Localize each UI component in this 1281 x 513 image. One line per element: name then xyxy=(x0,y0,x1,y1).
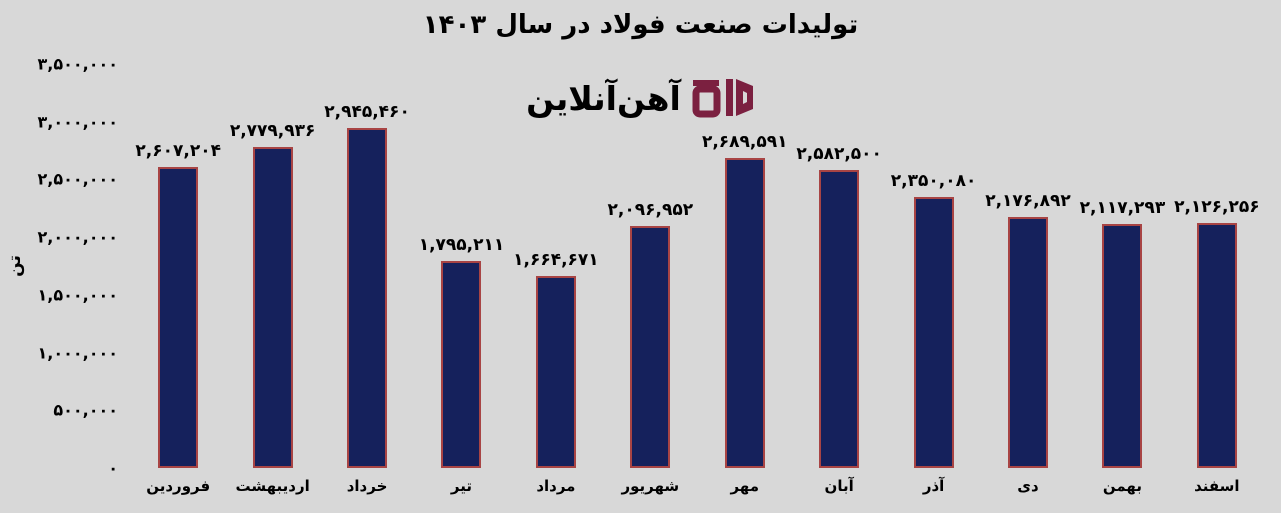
bar-value-label: ۲,۹۴۵,۴۶۰ xyxy=(324,102,410,122)
bar xyxy=(1196,223,1237,468)
bar xyxy=(1102,224,1143,468)
bar-value-label: ۲,۱۱۷,۲۹۳ xyxy=(1079,198,1166,218)
bar xyxy=(158,167,199,468)
y-axis-tick-label: ۳,۵۰۰,۰۰۰ xyxy=(37,54,118,74)
plot-area: ۲,۶۰۷,۲۰۴ فروردین ۲,۷۷۹,۹۳۶ اردیبهشت ۲,۹۴۵,۴… xyxy=(131,64,1264,496)
bar-value-label: ۲,۶۸۹,۵۹۱ xyxy=(701,132,788,152)
y-axis-tick-label: ۲,۵۰۰,۰۰۰ xyxy=(37,169,118,189)
x-axis-label: آبان xyxy=(824,477,854,495)
bar-value-label: ۱,۶۶۴,۶۷۱ xyxy=(513,250,599,270)
bar-group: ۲,۵۸۲,۵۰۰ آبان xyxy=(792,64,886,496)
bar-value-label: ۲,۱۲۶,۲۵۶ xyxy=(1174,197,1260,217)
bar-group: ۲,۶۸۹,۵۹۱ مهر xyxy=(698,64,792,496)
bar-value-label: ۲,۰۹۶,۹۵۲ xyxy=(607,200,694,220)
x-axis-label: اردیبهشت xyxy=(235,477,310,495)
bar-group: ۱,۷۹۵,۲۱۱ تیر xyxy=(414,64,508,496)
bar-value-label: ۲,۶۰۷,۲۰۴ xyxy=(135,141,221,161)
bar-group: ۲,۱۱۷,۲۹۳ بهمن xyxy=(1075,64,1169,496)
bar-value-label: ۲,۵۸۲,۵۰۰ xyxy=(796,144,882,164)
bar-group: ۲,۳۵۰,۰۸۰ آذر xyxy=(886,64,980,496)
y-axis-tick-label: ۰ xyxy=(108,458,118,478)
x-axis-label: خرداد xyxy=(346,477,388,495)
bar xyxy=(441,261,482,468)
bar xyxy=(724,158,765,468)
chart-title: تولیدات صنعت فولاد در سال ۱۴۰۳ xyxy=(422,10,859,40)
ahan-online-logo: آهن‌آنلاین xyxy=(0,72,1281,124)
bar-group: ۲,۹۴۵,۴۶۰ خرداد xyxy=(320,64,414,496)
y-axis-title: تن xyxy=(4,255,25,277)
ahan-online-logo-icon xyxy=(692,79,753,118)
x-axis-label: آذر xyxy=(922,477,945,495)
bar-group: ۲,۱۲۶,۲۵۶ اسفند xyxy=(1170,64,1264,496)
bar-group: ۱,۶۶۴,۶۷۱ مرداد xyxy=(509,64,603,496)
bar xyxy=(252,147,293,468)
bar-group: ۲,۱۷۶,۸۹۲ دی xyxy=(981,64,1075,496)
bar xyxy=(1008,217,1048,468)
y-axis-tick-label: ۳,۰۰۰,۰۰۰ xyxy=(37,112,118,132)
bar xyxy=(630,226,671,468)
x-axis-label: دی xyxy=(1017,477,1039,495)
ahan-online-logo-text: آهن‌آنلاین xyxy=(526,78,682,118)
bar xyxy=(347,128,388,468)
bar xyxy=(535,276,576,468)
bar-value-label: ۲,۳۵۰,۰۸۰ xyxy=(890,171,977,191)
x-axis-label: شهریور xyxy=(621,477,680,495)
bar-value-label: ۲,۷۷۹,۹۳۶ xyxy=(229,121,316,141)
y-axis-tick-label: ۱,۰۰۰,۰۰۰ xyxy=(37,343,118,363)
x-axis-label: بهمن xyxy=(1102,477,1142,495)
bar-value-label: ۱,۷۹۵,۲۱۱ xyxy=(418,235,505,255)
y-axis-tick-label: ۱,۵۰۰,۰۰۰ xyxy=(37,285,118,305)
bar xyxy=(819,170,860,468)
y-axis-tick-label: ۵۰۰,۰۰۰ xyxy=(53,400,118,420)
bar-group: ۲,۶۰۷,۲۰۴ فروردین xyxy=(131,64,225,496)
y-axis-tick-label: ۲,۰۰۰,۰۰۰ xyxy=(37,227,118,247)
bar-group: ۲,۰۹۶,۹۵۲ شهریور xyxy=(603,64,697,496)
bar-group: ۲,۷۷۹,۹۳۶ اردیبهشت xyxy=(225,64,319,496)
x-axis-label: اسفند xyxy=(1194,477,1240,495)
x-axis-label: مهر xyxy=(730,477,759,495)
x-axis-label: فروردین xyxy=(146,477,211,495)
x-axis-label: تیر xyxy=(450,477,473,495)
x-axis-label: مرداد xyxy=(536,477,576,495)
bar xyxy=(913,197,954,468)
bar-value-label: ۲,۱۷۶,۸۹۲ xyxy=(985,191,1071,211)
y-axis: ۳,۵۰۰,۰۰۰ ۳,۰۰۰,۰۰۰ ۲,۵۰۰,۰۰۰ ۲,۰۰۰,۰۰۰ ۱,۵۰… xyxy=(28,55,118,478)
